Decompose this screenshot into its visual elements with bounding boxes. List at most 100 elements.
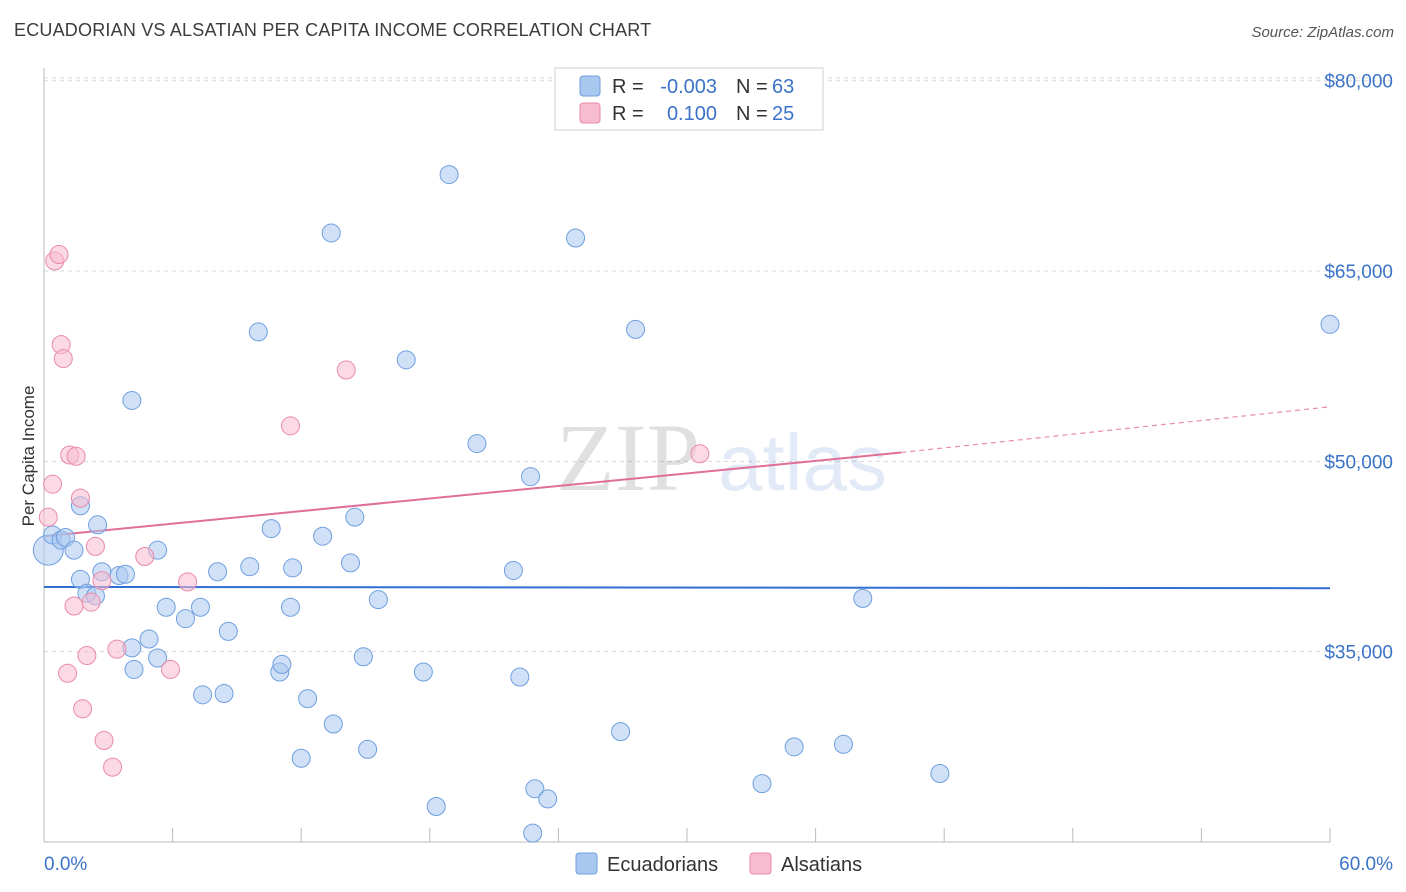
ecuadorian-point-27 [248,322,268,342]
ecuadorian-point-30 [272,654,292,674]
alsatian-point-24 [690,444,710,464]
bottom-legend: Ecuadorians Alsatians [575,852,862,876]
legend-n-value-ecuadorians: 63 [772,76,794,98]
alsatian-point-18 [107,639,127,659]
legend-swatch-ecuadorians [579,75,601,97]
alsatian-point-16 [94,730,114,750]
ecuadorian-point-18 [124,659,144,679]
ecuadorian-point-28 [261,519,281,539]
watermark-zip: ZIP [556,404,700,511]
alsatian-point-1 [43,474,63,494]
ecuadorian-point-38 [340,553,360,573]
ecuadorian-point-6 [88,515,108,535]
bottom-legend-label-ecuadorians: Ecuadorians [607,854,718,876]
y-tick-label-0: $35,000 [1324,643,1393,664]
ecuadorian-point-34 [298,689,318,709]
ecuadorian-point-44 [413,662,433,682]
legend-n-value-alsatians: 25 [772,103,794,125]
alsatian-point-11 [73,699,93,719]
ecuadorian-point-45 [426,796,446,816]
x-tick-label-min: 0.0% [44,854,87,875]
ecuadorian-point-22 [208,562,228,582]
ecuadorian-point-41 [358,739,378,759]
ecuadorian-point-43 [396,350,416,370]
ecuadorian-point-25 [214,684,234,704]
ecuadorian-point-42 [368,590,388,610]
legend-n-label-alsatians: N = [736,103,768,125]
bottom-legend-swatch-alsatians [749,852,772,875]
alsatian-point-22 [280,416,300,436]
alsatian-trend-line-extension [901,406,1331,454]
trend-lines [43,406,1331,590]
ecuadorian-point-24 [193,685,213,705]
alsatian-point-6 [58,663,78,683]
x-tick-label-max: 60.0% [1339,854,1393,875]
legend-r-label-ecuadorians: R = [612,76,644,98]
ecuadorian-point-33 [291,748,311,768]
ecuadorian-point-50 [521,467,541,487]
ecuadorian-point-26 [240,557,260,577]
data-points [32,165,1340,843]
alsatian-trend-line [43,451,902,538]
ecuadorian-point-31 [283,558,303,578]
ecuadorian-point-20 [175,609,195,629]
legend-n-label-ecuadorians: N = [736,76,768,98]
ecuadorian-point-21 [190,597,210,617]
alsatian-point-20 [160,659,180,679]
alsatian-point-10 [70,488,90,508]
ecuadorian-point-59 [833,734,853,754]
alsatian-point-0 [38,507,58,527]
y-tick-label-2: $65,000 [1324,262,1393,283]
ecuadorian-point-16 [122,390,142,410]
alsatian-point-3 [49,245,69,265]
alsatian-point-5 [53,349,73,369]
legend-r-value-ecuadorians: -0.003 [660,76,717,98]
chart-title: ECUADORIAN VS ALSATIAN PER CAPITA INCOME… [14,20,652,40]
alsatian-point-15 [92,571,112,591]
bottom-legend-swatch-ecuadorians [575,852,598,875]
ecuadorian-point-60 [853,588,873,608]
ecuadorian-point-4 [64,540,84,560]
ecuadorian-point-12 [115,564,135,584]
alsatian-point-21 [178,572,198,592]
ecuadorian-point-57 [752,774,772,794]
ecuadorian-point-47 [467,434,487,454]
alsatian-point-19 [135,547,155,567]
ecuadorian-point-14 [139,629,159,649]
ecuadorian-point-48 [503,560,523,580]
alsatian-point-14 [85,536,105,556]
ecuadorian-point-23 [218,621,238,641]
ecuadorian-point-56 [626,319,646,339]
ecuadorian-point-17 [148,648,168,668]
legend-r-label-alsatians: R = [612,103,644,125]
legend-box: R = -0.003 N = 63 R = 0.100 N = 25 [554,67,824,131]
bottom-legend-label-alsatians: Alsatians [781,854,862,876]
y-tick-labels: $35,000 $50,000 $65,000 $80,000 [1324,72,1393,664]
ecuadorian-point-53 [538,789,558,809]
ecuadorian-point-36 [321,223,341,243]
y-axis-label: Per Capita Income [19,386,38,527]
watermark: ZIP atlas [556,404,887,511]
ecuadorian-point-40 [353,647,373,667]
ecuadorian-point-39 [345,507,365,527]
x-tick-marks [43,828,1331,842]
ecuadorian-point-62 [1320,314,1340,334]
ecuadorian-point-37 [323,714,343,734]
y-tick-label-1: $50,000 [1324,452,1393,473]
ecuadorian-point-32 [280,597,300,617]
alsatian-point-8 [64,596,84,616]
legend-r-value-alsatians: 0.100 [667,103,717,125]
y-tick-label-3: $80,000 [1324,72,1393,93]
ecuadorian-point-51 [523,823,543,843]
legend-swatch-alsatians [579,102,601,124]
ecuadorian-point-35 [313,526,333,546]
ecuadorian-point-19 [156,597,176,617]
chart-source: Source: ZipAtlas.com [1251,24,1394,41]
ecuadorian-point-52 [525,779,545,799]
alsatian-point-12 [77,645,97,665]
ecuadorian-point-55 [611,722,631,742]
ecuadorian-point-46 [439,165,459,185]
alsatian-point-13 [81,592,101,612]
alsatian-point-9 [66,446,86,466]
